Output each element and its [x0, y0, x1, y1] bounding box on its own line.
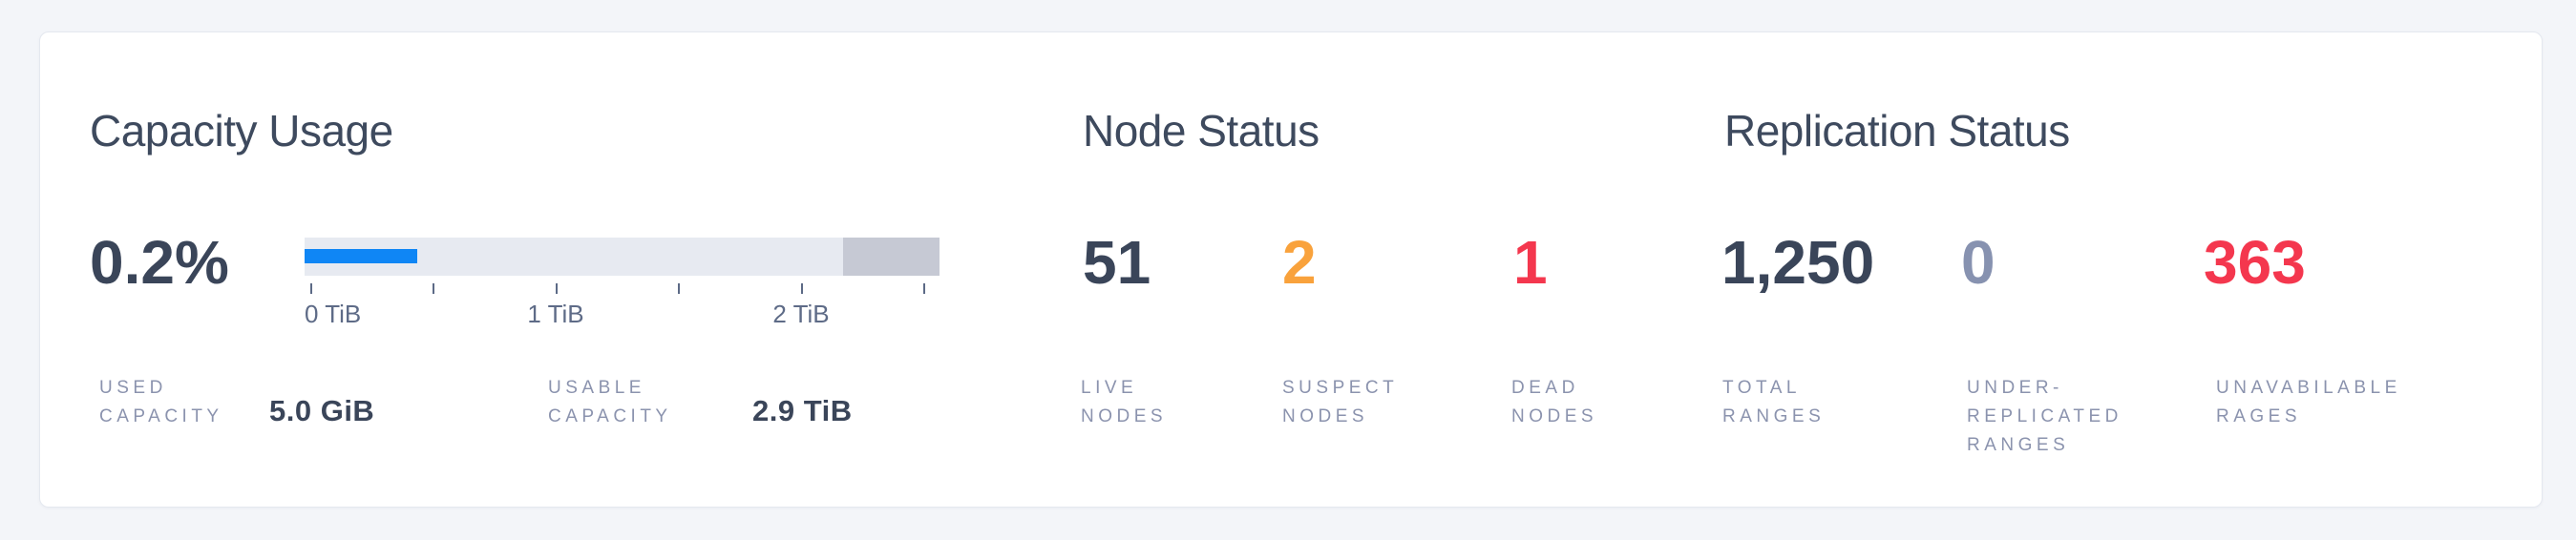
unavailable-ranges-label: UNAVABILABLE RAGES [2216, 378, 2401, 426]
axis-tick [923, 283, 925, 294]
replication-status-title: Replication Status [1724, 106, 2070, 156]
unavailable-ranges-count: 363 [2204, 228, 2306, 297]
used-capacity-label: USED CAPACITY [99, 378, 223, 426]
axis-label-2tib: 2 TiB [772, 300, 830, 328]
capacity-usage-percent: 0.2% [90, 228, 229, 297]
axis-label-0tib: 0 TiB [305, 300, 362, 328]
cluster-overview-panel: Capacity Usage 0.2% 0 TiB 1 TiB 2 TiB US… [39, 31, 2543, 508]
axis-tick [801, 283, 803, 294]
capacity-nonusable-bar-segment [842, 238, 940, 276]
dead-nodes-count: 1 [1513, 228, 1548, 297]
suspect-nodes-count: 2 [1282, 228, 1317, 297]
capacity-axis-labels: 0 TiB 1 TiB 2 TiB [305, 300, 940, 332]
under-replicated-ranges-count: 0 [1961, 228, 1995, 297]
axis-label-1tib: 1 TiB [527, 300, 584, 328]
total-ranges-label: TOTAL RANGES [1722, 378, 1826, 426]
axis-tick [556, 283, 558, 294]
total-ranges-count: 1,250 [1721, 228, 1875, 297]
capacity-used-bar-segment [305, 249, 417, 263]
suspect-nodes-label: SUSPECT NODES [1282, 378, 1399, 426]
axis-tick [433, 283, 434, 294]
live-nodes-count: 51 [1083, 228, 1151, 297]
under-replicated-ranges-label: UNDER- REPLICATED RANGES [1967, 378, 2122, 455]
axis-tick [678, 283, 680, 294]
capacity-axis-ticks [305, 283, 940, 294]
capacity-usage-bar [305, 238, 940, 276]
capacity-usage-title: Capacity Usage [90, 106, 393, 156]
axis-tick [310, 283, 312, 294]
used-capacity-value: 5.0 GiB [269, 394, 375, 427]
live-nodes-label: LIVE NODES [1081, 378, 1168, 426]
node-status-title: Node Status [1083, 106, 1320, 156]
usable-capacity-label: USABLE CAPACITY [548, 378, 672, 426]
dead-nodes-label: DEAD NODES [1511, 378, 1598, 426]
usable-capacity-value: 2.9 TiB [752, 394, 853, 427]
